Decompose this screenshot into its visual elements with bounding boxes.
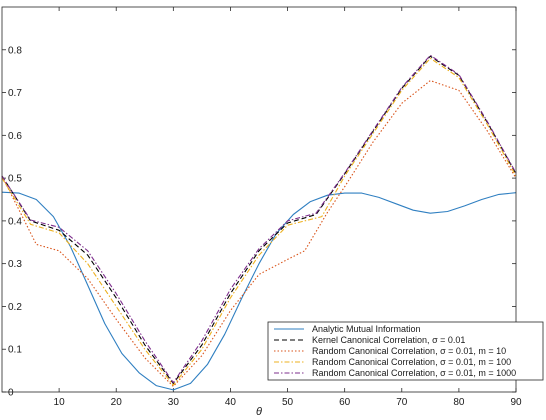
series-line-2 (1, 55, 517, 384)
x-tick-label: 40 (225, 397, 237, 408)
y-tick-label: 0.4 (8, 216, 22, 227)
x-axis-label: θ (256, 406, 262, 418)
x-tick-label: 20 (111, 397, 123, 408)
x-tick-label: 60 (339, 397, 351, 408)
legend-label: Random Canonical Correlation, σ = 0.01, … (312, 357, 511, 367)
y-tick-label: 0.1 (8, 345, 22, 356)
series-line-1 (1, 191, 517, 391)
series-line-4 (1, 57, 517, 386)
series-line-5 (1, 54, 517, 384)
legend-label: Analytic Mutual Information (312, 324, 421, 334)
x-tick-label: 90 (510, 397, 522, 408)
y-tick-label: 0.7 (8, 88, 22, 99)
legend-label: Kernel Canonical Correlation, σ = 0.01 (312, 335, 465, 345)
series-line-3 (1, 80, 517, 387)
series-lines (1, 54, 517, 391)
x-tick-label: 80 (453, 397, 465, 408)
x-tick-label: 70 (396, 397, 408, 408)
legend-box (267, 321, 544, 381)
plot-frame (1, 6, 517, 393)
y-tick-label: 0.8 (8, 45, 22, 56)
y-tick-label: 0.6 (8, 131, 22, 142)
x-tick-label: 10 (54, 397, 66, 408)
legend-label: Random Canonical Correlation, σ = 0.01, … (312, 346, 506, 356)
y-tick-label: 0.3 (8, 259, 22, 270)
x-tick-label: 30 (168, 397, 180, 408)
x-tick-label: 50 (282, 397, 294, 408)
y-tick-label: 0.5 (8, 174, 22, 185)
y-tick-label: 0 (8, 388, 14, 399)
legend-label: Random Canonical Correlation, σ = 0.01, … (312, 368, 516, 378)
y-tick-label: 0.2 (8, 302, 22, 313)
